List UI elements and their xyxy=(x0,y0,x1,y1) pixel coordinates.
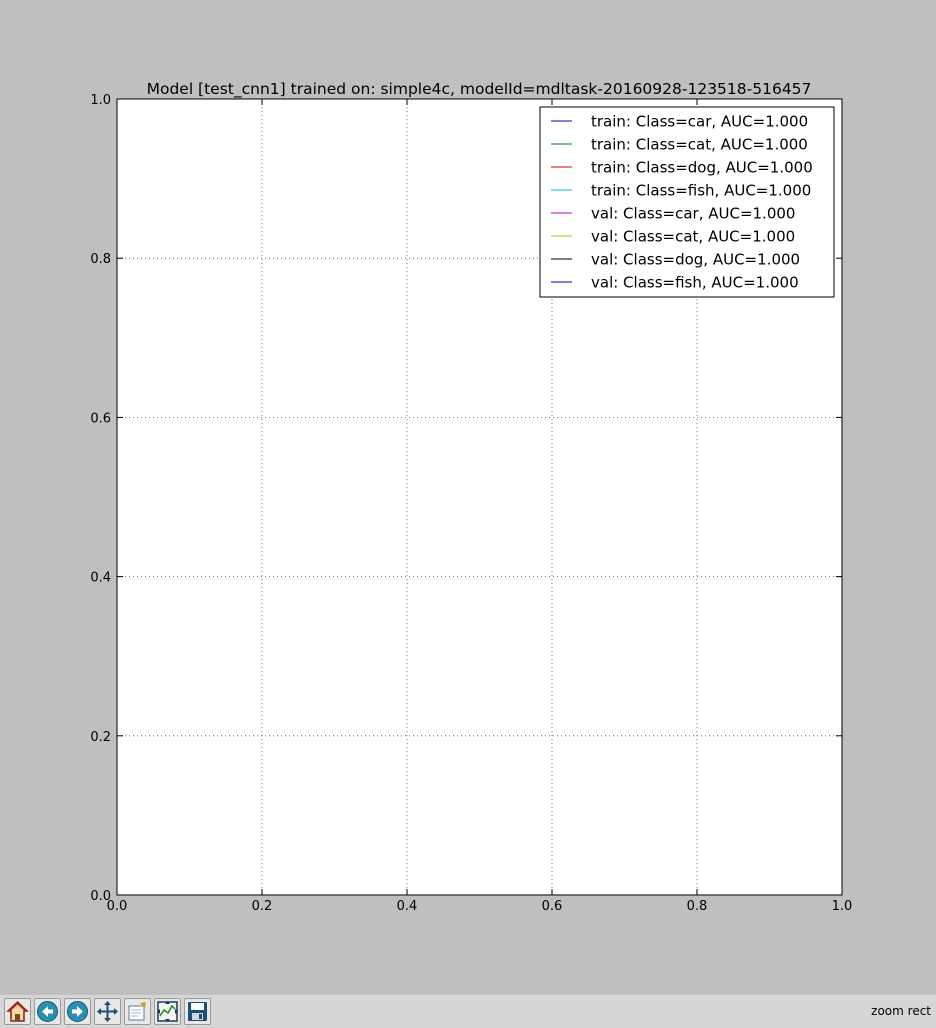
x-tick-label: 0.2 xyxy=(252,899,273,914)
x-tick-label: 0.0 xyxy=(107,899,128,914)
navigation-toolbar: zoom rect xyxy=(0,994,936,1028)
legend-label: val: Class=cat, AUC=1.000 xyxy=(591,228,795,246)
y-tick-label: 0.4 xyxy=(90,571,111,586)
y-tick-label: 1.0 xyxy=(90,93,111,108)
pan-icon xyxy=(97,1001,118,1022)
y-tick-label: 0.8 xyxy=(90,252,111,267)
x-tick-label: 0.8 xyxy=(687,899,708,914)
zoom-button[interactable] xyxy=(124,998,151,1025)
back-button[interactable] xyxy=(34,998,61,1025)
legend-label: train: Class=car, AUC=1.000 xyxy=(591,113,808,131)
legend: train: Class=car, AUC=1.000 train: Class=… xyxy=(539,106,835,298)
save-button[interactable] xyxy=(184,998,211,1025)
legend-label: val: Class=fish, AUC=1.000 xyxy=(591,274,799,292)
figure: Model [test_cnn1] trained on: simple4c, … xyxy=(90,80,853,914)
axes-frame xyxy=(116,98,843,896)
forward-arrow-icon xyxy=(67,1001,88,1022)
save-icon xyxy=(188,1002,207,1021)
zoom-icon xyxy=(128,1002,146,1021)
x-tick-label: 0.6 xyxy=(542,899,563,914)
chart-title: Model [test_cnn1] trained on: simple4c, … xyxy=(147,80,812,99)
y-tick-label: 0.2 xyxy=(90,730,111,745)
x-tick-label: 0.4 xyxy=(397,899,418,914)
home-button[interactable] xyxy=(4,998,31,1025)
legend-label: train: Class=fish, AUC=1.000 xyxy=(591,182,811,200)
legend-label: val: Class=dog, AUC=1.000 xyxy=(591,251,800,269)
forward-button[interactable] xyxy=(64,998,91,1025)
home-icon xyxy=(6,1000,29,1022)
x-tick-label: 1.0 xyxy=(832,899,853,914)
legend-label: train: Class=dog, AUC=1.000 xyxy=(591,159,813,177)
status-text: zoom rect xyxy=(871,1004,931,1018)
legend-box xyxy=(539,106,835,298)
legend-label: train: Class=cat, AUC=1.000 xyxy=(591,136,808,154)
plot: Model [test_cnn1] trained on: simple4c, … xyxy=(90,80,853,914)
y-tick-label: 0.6 xyxy=(90,411,111,426)
legend-label: val: Class=car, AUC=1.000 xyxy=(591,205,795,223)
y-tick-label: 0.0 xyxy=(90,889,111,904)
subplots-icon xyxy=(157,1001,178,1022)
back-arrow-icon xyxy=(37,1001,58,1022)
subplots-button[interactable] xyxy=(154,998,181,1025)
pan-button[interactable] xyxy=(94,998,121,1025)
